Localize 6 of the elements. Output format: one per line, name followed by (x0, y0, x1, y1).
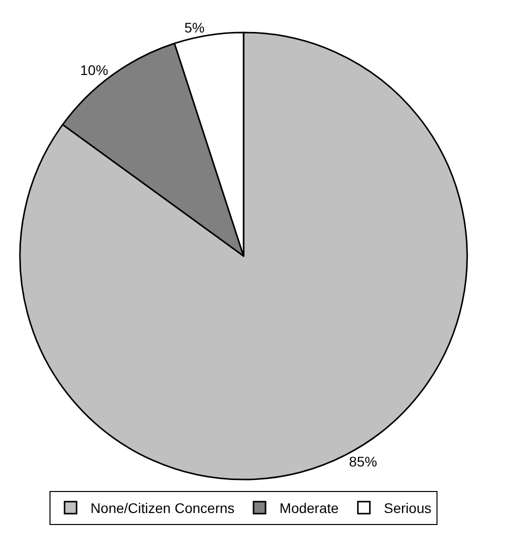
legend-label: Moderate (280, 500, 339, 516)
data-label: 85% (349, 454, 378, 470)
legend-label: None/Citizen Concerns (90, 500, 235, 516)
data-label: 10% (80, 62, 108, 78)
data-label: 5% (184, 19, 205, 36)
legend-label: Serious (384, 500, 432, 516)
